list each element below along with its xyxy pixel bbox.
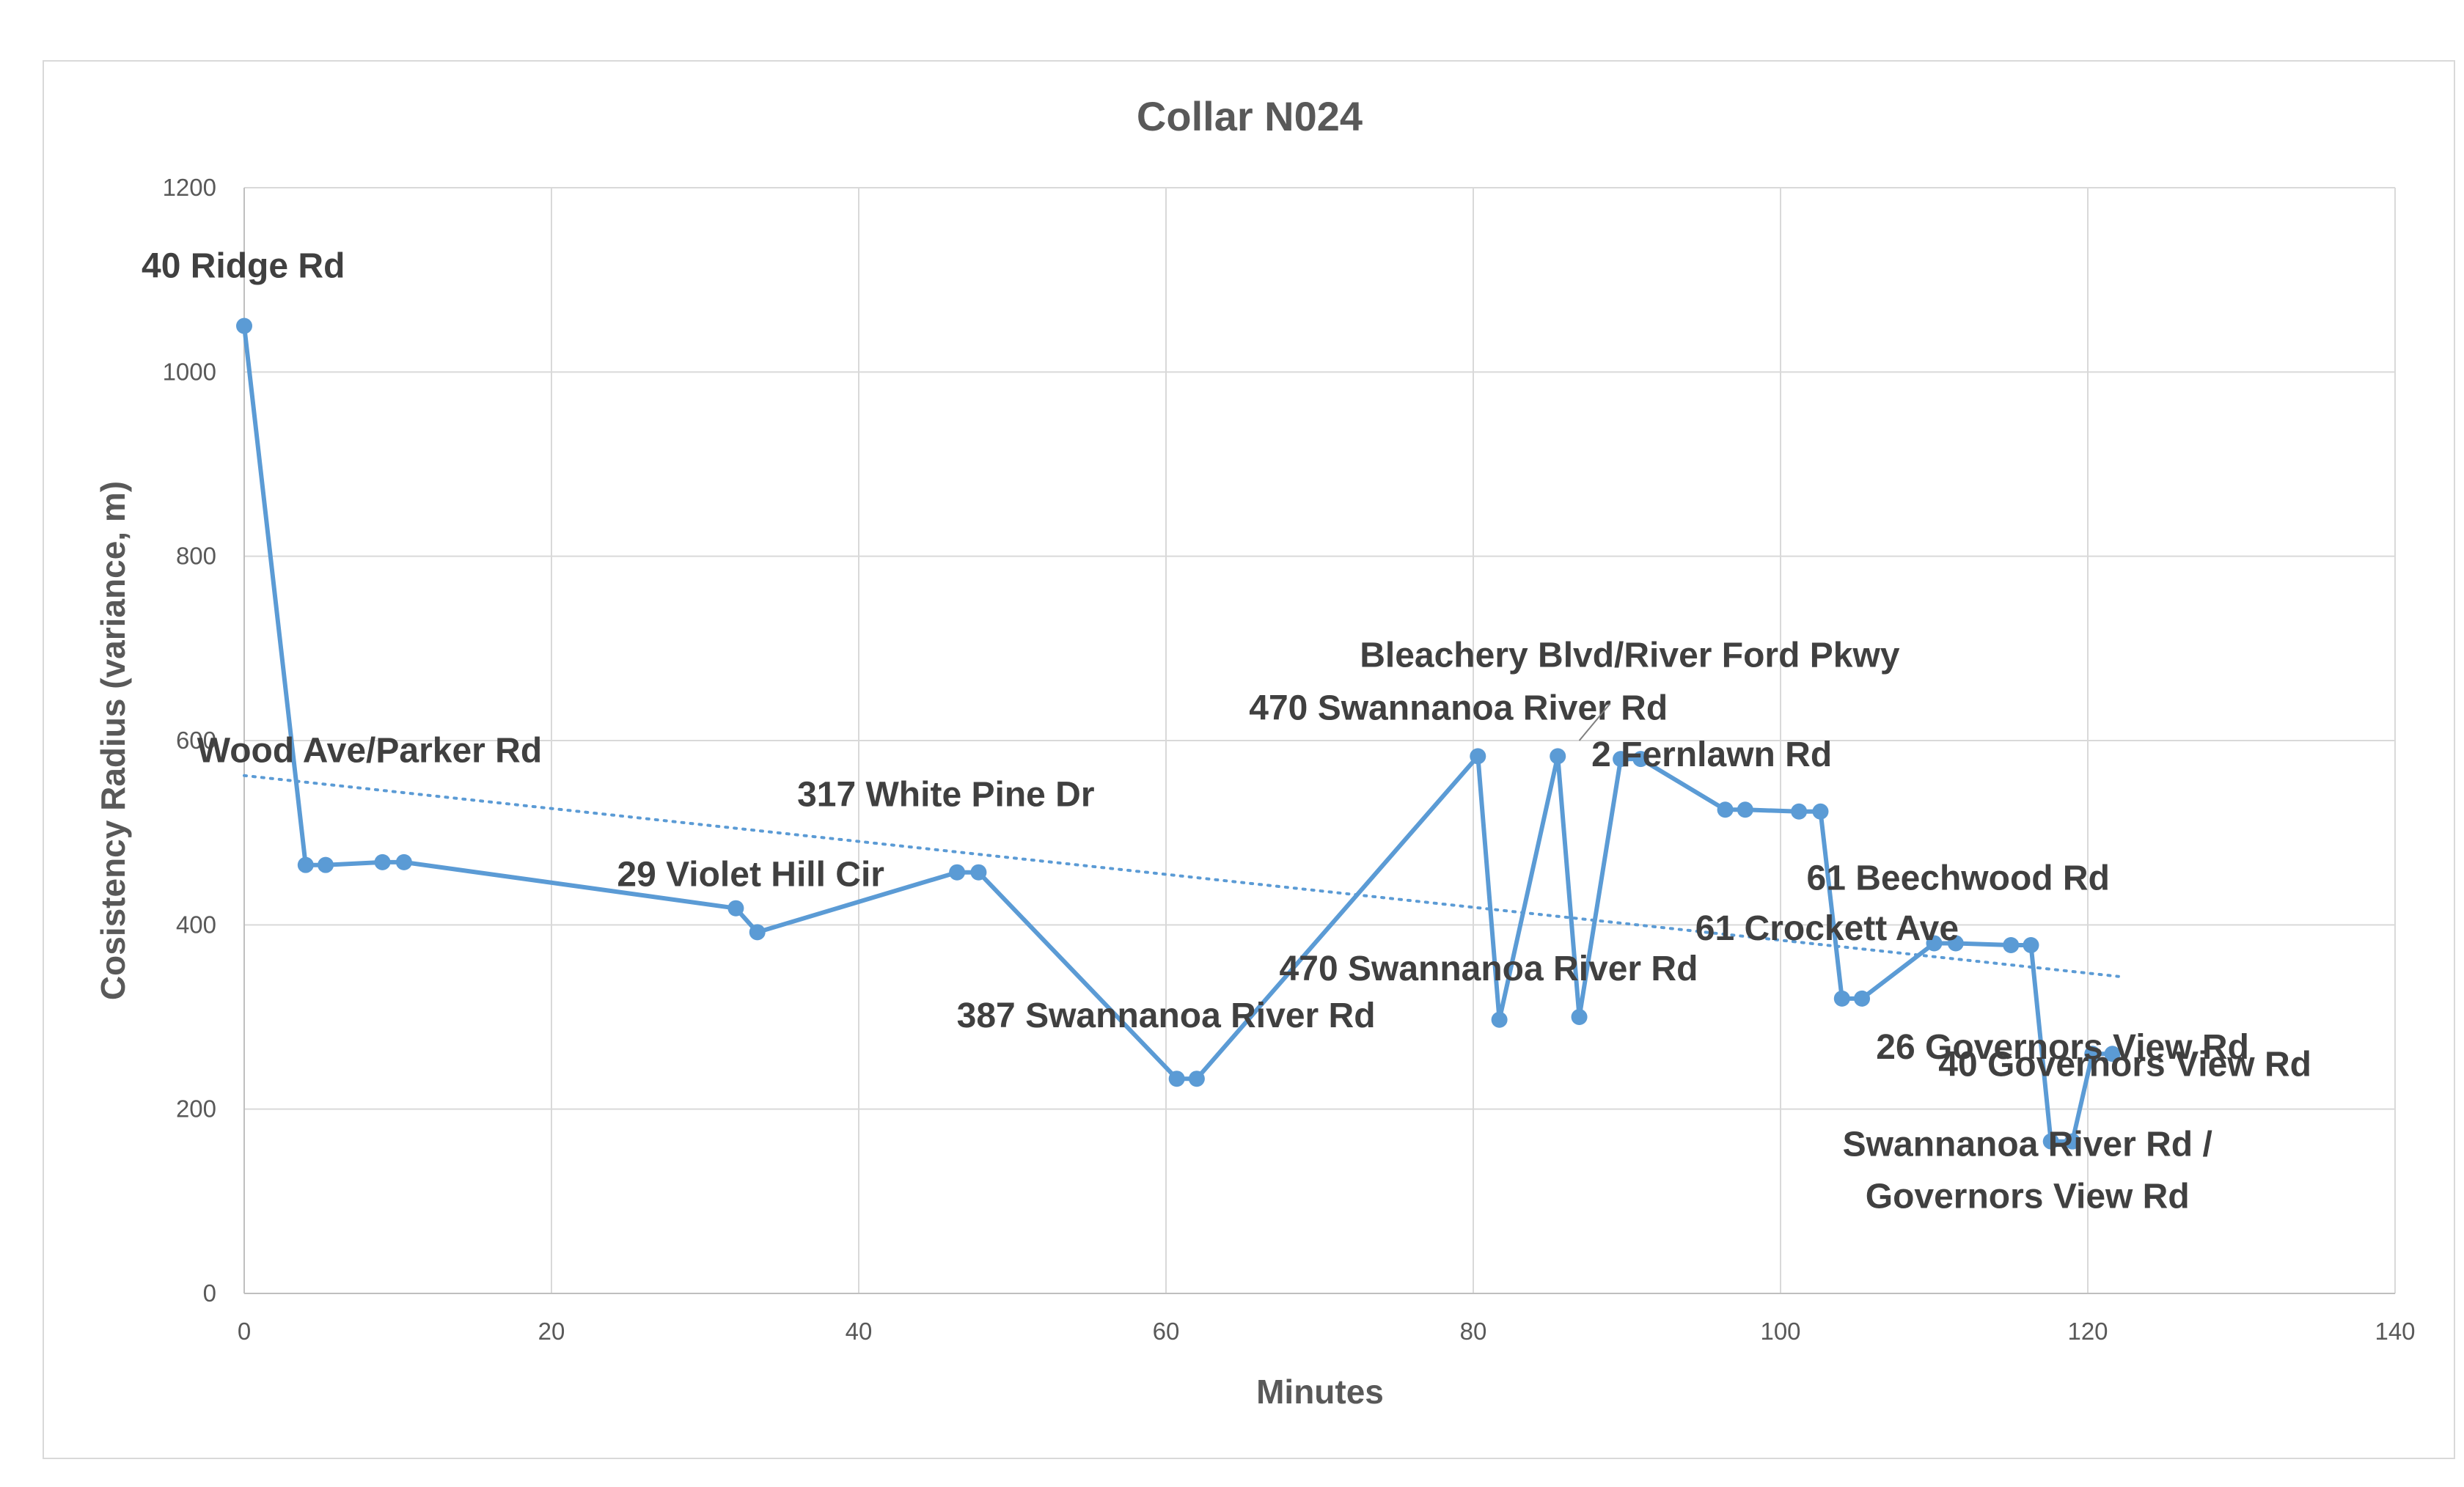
point-annotation: Governors View Rd xyxy=(1866,1178,2190,1216)
point-annotation: 40 Ridge Rd xyxy=(142,247,345,286)
x-tick-label: 140 xyxy=(2375,1318,2415,1345)
point-annotation: 470 Swannanoa River Rd xyxy=(1249,689,1668,727)
data-point xyxy=(1613,751,1629,768)
data-point xyxy=(1571,1009,1588,1025)
point-annotation: 387 Swannanoa River Rd xyxy=(957,996,1376,1035)
data-series xyxy=(236,317,2121,1150)
data-point xyxy=(1470,748,1486,765)
data-point xyxy=(374,853,391,870)
data-point xyxy=(1926,935,1943,952)
y-tick-label: 200 xyxy=(176,1095,216,1123)
point-annotation: 29 Violet Hill Cir xyxy=(617,856,884,895)
data-point xyxy=(1188,1071,1205,1087)
data-point xyxy=(970,864,987,881)
linear-trendline xyxy=(243,774,2120,978)
x-tick-label: 60 xyxy=(1153,1318,1180,1345)
annotations: 40 Ridge Rd Wood Ave/Parker Rd 29 Violet H… xyxy=(142,247,2311,1216)
data-point xyxy=(2023,936,2039,953)
data-point xyxy=(1717,801,1734,818)
data-point xyxy=(297,856,314,873)
data-point xyxy=(318,856,334,873)
data-point xyxy=(1947,935,1964,952)
x-axis-title: Minutes xyxy=(1256,1373,1384,1411)
data-point xyxy=(1168,1071,1185,1087)
y-tick-label: 400 xyxy=(176,911,216,938)
data-point xyxy=(727,900,744,917)
data-point xyxy=(1833,990,1850,1007)
x-tick-label: 120 xyxy=(2067,1318,2108,1345)
x-tick-label: 0 xyxy=(238,1318,251,1345)
data-point xyxy=(1632,751,1649,768)
x-tick-label: 80 xyxy=(1460,1318,1487,1345)
y-tick-label: 600 xyxy=(176,727,216,754)
point-annotation: 61 Crockett Ave xyxy=(1695,909,1959,948)
x-tick-label: 100 xyxy=(1760,1318,1800,1345)
axes xyxy=(243,188,2395,1294)
y-tick-label: 800 xyxy=(176,543,216,570)
data-point xyxy=(1791,803,1808,820)
data-point xyxy=(2104,1046,2121,1062)
y-tick-label: 1000 xyxy=(163,358,216,385)
data-point xyxy=(1550,748,1566,765)
data-point xyxy=(395,853,412,870)
point-annotation: 2 Fernlawn Rd xyxy=(1591,735,1832,774)
x-tick-label: 40 xyxy=(846,1318,873,1345)
data-point xyxy=(2064,1133,2081,1150)
point-annotation: Wood Ave/Parker Rd xyxy=(197,732,542,771)
tick-labels: 0 200 400 600 800 1000 1200 0 20 40 60 80 100 120 140 xyxy=(163,174,2416,1345)
chart-title: Collar N024 xyxy=(1137,93,1363,139)
trendline xyxy=(243,774,2120,978)
data-point xyxy=(1491,1011,1508,1028)
data-point xyxy=(1812,803,1829,820)
point-annotation: 317 White Pine Dr xyxy=(797,776,1094,815)
y-tick-label: 1200 xyxy=(163,174,216,201)
x-tick-label: 20 xyxy=(538,1318,565,1345)
data-point xyxy=(2003,936,2020,953)
point-annotation: 470 Swannanoa River Rd xyxy=(1280,950,1698,988)
point-annotation: 61 Beechwood Rd xyxy=(1807,859,2110,897)
point-annotation: 40 Governors View Rd xyxy=(1938,1045,2311,1084)
point-annotation: Bleachery Blvd/River Ford Pkwy xyxy=(1360,636,1900,675)
point-annotation: 26 Governors View Rd xyxy=(1876,1028,2249,1067)
y-axis-title: Cosistency Radius (variance, m) xyxy=(94,481,132,1000)
annotation-leader-line xyxy=(1578,703,1611,741)
chart-area xyxy=(43,60,2455,1459)
data-point xyxy=(1737,801,1753,818)
y-tick-label: 0 xyxy=(203,1279,216,1307)
data-point xyxy=(2084,1046,2101,1062)
data-point xyxy=(236,317,252,334)
data-point xyxy=(1854,990,1871,1007)
data-point xyxy=(949,864,966,881)
point-annotation: Swannanoa River Rd / xyxy=(1843,1126,2212,1164)
data-point xyxy=(749,924,766,941)
data-point xyxy=(2042,1133,2059,1150)
